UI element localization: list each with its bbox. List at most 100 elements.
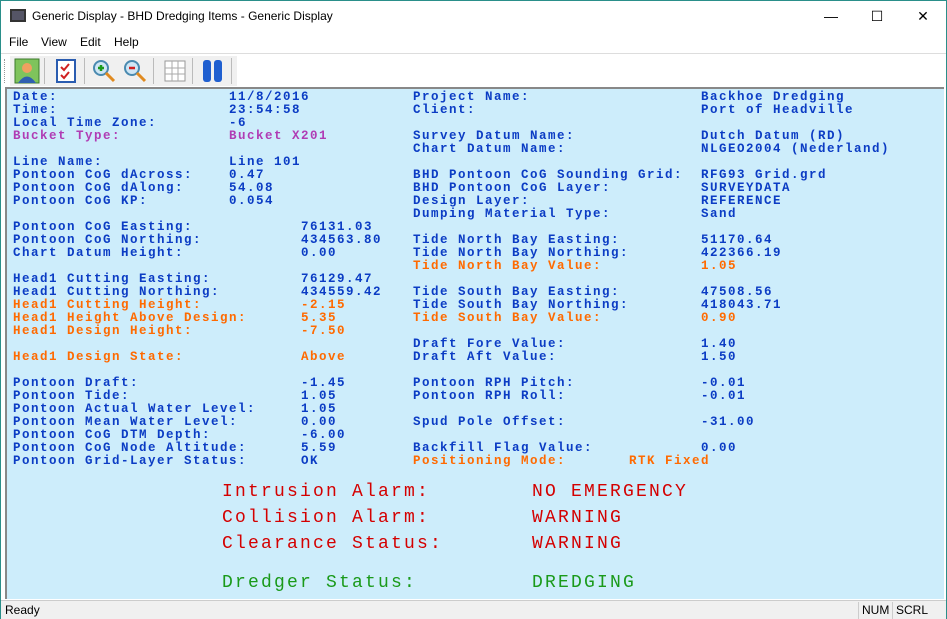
zoom-in-icon[interactable]: [91, 58, 117, 84]
toolbar: [1, 53, 946, 86]
pontoon-cog-node-altitude-value: 5.59: [301, 441, 338, 455]
head1-cutting-northing-value: 434559.42: [301, 285, 383, 299]
bhd-pontoon-cog-sounding-grid-label: BHD Pontoon CoG Sounding Grid:: [413, 168, 684, 182]
collision-alarm-label: Collision Alarm:: [222, 508, 431, 528]
pontoon-cog-easting-label: Pontoon CoG Easting:: [13, 220, 194, 234]
dumping-material-type-label: Dumping Material Type:: [413, 207, 612, 221]
date-value: 11/8/2016: [229, 90, 311, 104]
intrusion-alarm-value: NO EMERGENCY: [532, 482, 689, 502]
pontoon-rph-pitch-value: -0.01: [701, 376, 747, 390]
pontoon-cog-dalong-value: 54.08: [229, 181, 275, 195]
pontoon-cog-dtm-depth-label: Pontoon CoG DTM Depth:: [13, 428, 212, 442]
tide-south-bay-easting-label: Tide South Bay Easting:: [413, 285, 621, 299]
draft-fore-value-value: 1.40: [701, 337, 738, 351]
tide-north-bay-value-value: 1.05: [701, 259, 738, 273]
tide-south-bay-value-label: Tide South Bay Value:: [413, 311, 603, 325]
zoom-out-icon[interactable]: [122, 58, 148, 84]
tide-south-bay-northing-label: Tide South Bay Northing:: [413, 298, 630, 312]
time-value: 23:54:58: [229, 103, 302, 117]
draft-aft-value-value: 1.50: [701, 350, 738, 364]
pontoon-mean-water-level-value: 0.00: [301, 415, 338, 429]
pontoon-cog-northing-value: 434563.80: [301, 233, 383, 247]
pontoon-cog-node-altitude-label: Pontoon CoG Node Altitude:: [13, 441, 248, 455]
menu-view[interactable]: View: [41, 35, 67, 49]
tide-north-bay-easting-value: 51170.64: [701, 233, 774, 247]
pontoon-mean-water-level-label: Pontoon Mean Water Level:: [13, 415, 239, 429]
spud-pole-offset-value: -31.00: [701, 415, 756, 429]
draft-aft-value-label: Draft Aft Value:: [413, 350, 558, 364]
bucket-type-value: Bucket X201: [229, 129, 329, 143]
chart-datum-name-value: NLGEO2004 (Nederland): [701, 142, 891, 156]
dredger-status-label: Dredger Status:: [222, 573, 418, 593]
menu-edit[interactable]: Edit: [80, 35, 101, 49]
close-button[interactable]: ✕: [917, 8, 929, 24]
positioning-mode-label: Positioning Mode:: [413, 454, 567, 468]
project-name-label: Project Name:: [413, 90, 531, 104]
tide-north-bay-easting-label: Tide North Bay Easting:: [413, 233, 621, 247]
head1-design-state-value: Above: [301, 350, 347, 364]
chart-datum-name-label: Chart Datum Name:: [413, 142, 567, 156]
pontoon-rph-pitch-label: Pontoon RPH Pitch:: [413, 376, 576, 390]
pontoon-cog-dacross-label: Pontoon CoG dAcross:: [13, 168, 194, 182]
spud-pole-offset-label: Spud Pole Offset:: [413, 415, 567, 429]
minimize-button[interactable]: —: [824, 8, 838, 24]
line-name-value: Line 101: [229, 155, 302, 169]
pontoon-rph-roll-label: Pontoon RPH Roll:: [413, 389, 567, 403]
pontoon-draft-label: Pontoon Draft:: [13, 376, 140, 390]
head1-cutting-easting-value: 76129.47: [301, 272, 374, 286]
grid-icon[interactable]: [162, 58, 188, 84]
menu-bar: File View Edit Help: [1, 32, 946, 52]
pontoon-actual-water-level-value: 1.05: [301, 402, 338, 416]
pontoon-grid-layer-status-label: Pontoon Grid-Layer Status:: [13, 454, 248, 468]
head1-cutting-northing-label: Head1 Cutting Northing:: [13, 285, 221, 299]
head1-design-state-label: Head1 Design State:: [13, 350, 185, 364]
line-name-label: Line Name:: [13, 155, 104, 169]
head1-cutting-easting-label: Head1 Cutting Easting:: [13, 272, 212, 286]
backfill-flag-value-label: Backfill Flag Value:: [413, 441, 594, 455]
pontoon-tide-label: Pontoon Tide:: [13, 389, 131, 403]
menu-file[interactable]: File: [9, 35, 29, 49]
menu-help[interactable]: Help: [114, 35, 139, 49]
head1-cutting-height-label: Head1 Cutting Height:: [13, 298, 203, 312]
backfill-flag-value-value: 0.00: [701, 441, 738, 455]
head1-design-height-value: -7.50: [301, 324, 347, 338]
tide-north-bay-value-label: Tide North Bay Value:: [413, 259, 603, 273]
positioning-mode-value: RTK Fixed: [629, 454, 711, 468]
app-icon: [10, 9, 26, 22]
display-panel: Date: 11/8/2016 Time: 23:54:58 Local Time Zo…: [5, 87, 944, 599]
pontoon-grid-layer-status-value: OK: [301, 454, 320, 468]
window-title: Generic Display - BHD Dredging Items - G…: [32, 9, 333, 23]
pontoon-rph-roll-value: -0.01: [701, 389, 747, 403]
pontoon-cog-northing-label: Pontoon CoG Northing:: [13, 233, 203, 247]
pontoon-tide-value: 1.05: [301, 389, 338, 403]
checklist-icon[interactable]: [53, 58, 79, 84]
head1-design-height-label: Head1 Design Height:: [13, 324, 194, 338]
design-layer-label: Design Layer:: [413, 194, 531, 208]
tide-south-bay-easting-value: 47508.56: [701, 285, 774, 299]
collision-alarm-value: WARNING: [532, 508, 624, 528]
pontoon-cog-easting-value: 76131.03: [301, 220, 374, 234]
maximize-button[interactable]: ☐: [870, 8, 884, 24]
bhd-pontoon-cog-layer-label: BHD Pontoon CoG Layer:: [413, 181, 612, 195]
pause-icon[interactable]: [200, 58, 226, 84]
toolbar-grip[interactable]: [4, 59, 7, 83]
chart-datum-height-label: Chart Datum Height:: [13, 246, 185, 260]
bucket-type-label: Bucket Type:: [13, 129, 122, 143]
client-label: Client:: [413, 103, 477, 117]
bhd-pontoon-cog-sounding-grid-value: RFG93 Grid.grd: [701, 168, 828, 182]
pontoon-actual-water-level-label: Pontoon Actual Water Level:: [13, 402, 257, 416]
tide-north-bay-northing-label: Tide North Bay Northing:: [413, 246, 630, 260]
num-lock-indicator: NUM: [858, 602, 892, 619]
design-layer-value: REFERENCE: [701, 194, 783, 208]
user-icon[interactable]: [14, 58, 40, 84]
bhd-pontoon-cog-layer-value: SURVEYDATA: [701, 181, 792, 195]
client-value: Port of Headville: [701, 103, 855, 117]
status-text: Ready: [5, 603, 40, 617]
tide-north-bay-northing-value: 422366.19: [701, 246, 783, 260]
survey-datum-name-value: Dutch Datum (RD): [701, 129, 846, 143]
status-bar: Ready NUM SCRL: [1, 600, 946, 619]
local-time-zone-value: -6: [229, 116, 248, 130]
head1-height-above-design-value: 5.35: [301, 311, 338, 325]
scroll-lock-indicator: SCRL: [892, 602, 931, 619]
tide-south-bay-northing-value: 418043.71: [701, 298, 783, 312]
